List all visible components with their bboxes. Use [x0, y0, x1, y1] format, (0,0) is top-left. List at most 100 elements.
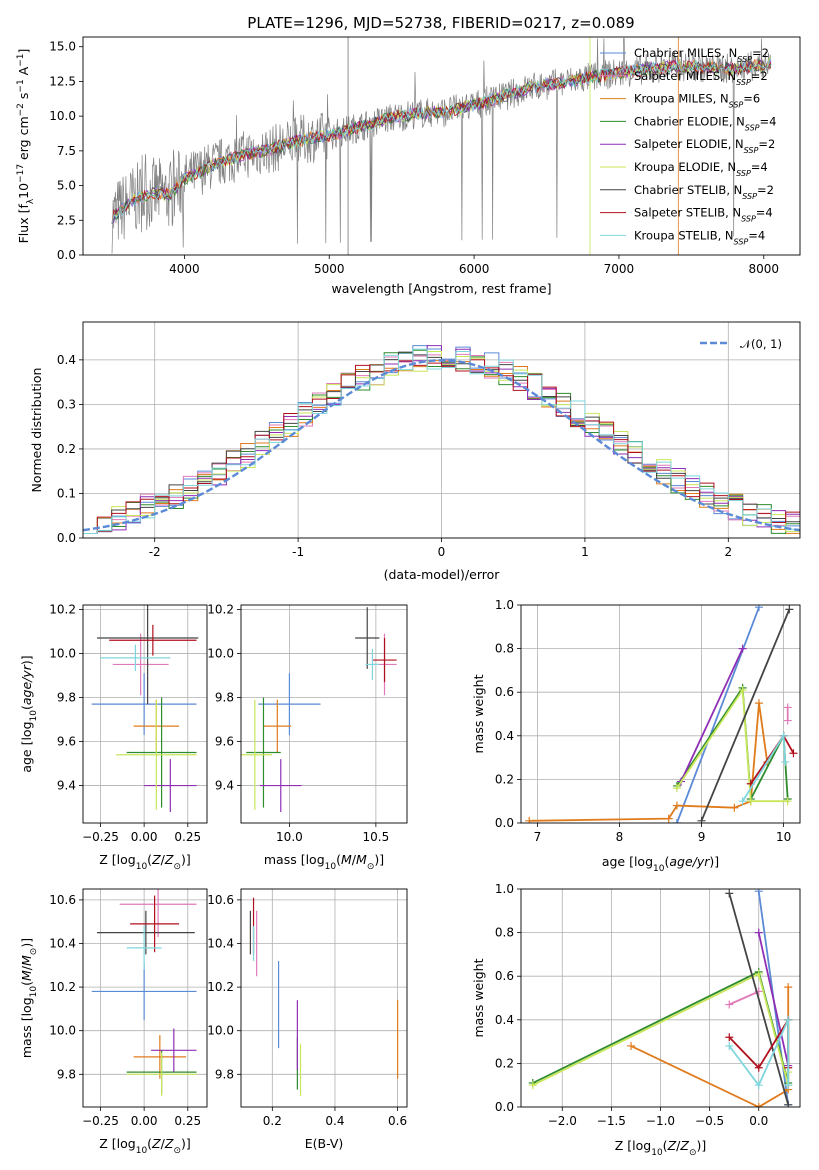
axes-frame	[82, 604, 208, 824]
y-tick-label: 9.8	[57, 1067, 76, 1081]
y-tick-label: 10.0	[207, 646, 234, 660]
y-tick-label: 9.8	[57, 690, 76, 704]
x-tick-label: -2	[149, 545, 161, 559]
weight-point-salpeter-elodie	[754, 928, 763, 937]
plot-area	[241, 605, 407, 823]
x-axis-label: Z [log10(Z/Z⊙)]	[99, 852, 191, 872]
spectrum-panel: 4000 5000 6000 7000 8000 0.0 2.5 5.0 7.5 10.0 12.5…	[16, 36, 801, 296]
x-tick-label: 7000	[604, 262, 635, 276]
weight-point-kroupa-stelib	[779, 731, 788, 740]
x-axis-label: age [log10(age/yr)]	[602, 854, 719, 874]
plot-area	[83, 889, 207, 1107]
weight-point-kroupa-miles	[672, 801, 681, 810]
x-tick-label: 0.25	[174, 1114, 201, 1128]
x-tick-label: -1	[292, 545, 304, 559]
weight-point-kroupa-miles	[525, 816, 534, 823]
weight-point-chabrier-stelib	[697, 816, 706, 823]
weight-point-salpeter-elodie	[738, 644, 747, 653]
weight-point-kroupa-elodie	[738, 686, 747, 695]
x-tick-label: 10.0	[276, 830, 303, 844]
axes: 7 8 9 10 0.0 0.2 0.4 0.6 0.8 1.0 age [log10(age/yr…	[471, 598, 801, 874]
weight-line-kroupa-elodie	[676, 687, 788, 803]
weight-point-salpeter-stelib	[789, 749, 798, 758]
y-tick-label: 9.8	[215, 1067, 234, 1081]
x-tick-label: 7	[534, 830, 542, 844]
weight-point-kroupa-stelib	[754, 1081, 763, 1090]
y-tick-label: 9.6	[57, 735, 76, 749]
x-axis-label: mass [log10(M/M⊙)]	[264, 852, 384, 872]
y-axis-label: mass [log10(M/M⊙)]	[19, 938, 39, 1058]
weight-point-salpeter-stelib	[754, 1063, 763, 1072]
y-tick-label: 12.5	[49, 74, 76, 88]
x-tick-label: −2.0	[548, 1114, 577, 1128]
y-tick-label: 0.0	[57, 248, 76, 262]
y-tick-label: 0.6	[495, 969, 514, 983]
x-axis-label: Z [log10(Z/Z⊙)]	[99, 1136, 191, 1156]
x-tick-label: 0.00	[131, 1114, 158, 1128]
weight-point-kroupa-elodie	[783, 797, 792, 806]
weight-point-kroupa-miles	[730, 803, 739, 812]
y-tick-label: 0.4	[57, 353, 76, 367]
axes: −0.25 0.00 0.25 9.8 10.0 10.2 10.4 10.6 Z [log10…	[19, 888, 208, 1156]
legend: Chabrier MILES, NSSP=2 Salpeter MILES, NS…	[600, 46, 776, 246]
plot-area	[111, 37, 772, 255]
x-tick-label: 10	[776, 830, 791, 844]
weight-point-salpeter-miles	[783, 703, 792, 712]
weight-point-chabrier-stelib	[725, 889, 734, 898]
weight-vs-age-panel: 7 8 9 10 0.0 0.2 0.4 0.6 0.8 1.0 age [log10(age/yr…	[471, 598, 801, 874]
age-vs-metallicity-panel: −0.25 0.00 0.25 9.4 9.6 9.8 10.0 10.2 Z [log10(Z…	[19, 602, 208, 872]
x-tick-label: 0.2	[263, 1114, 282, 1128]
y-tick-label: 5.0	[57, 179, 76, 193]
weight-line-kroupa-stelib	[728, 1019, 790, 1087]
axes-frame	[82, 36, 801, 256]
weight-point-kroupa-elodie	[746, 797, 755, 806]
weight-point-kroupa-stelib	[784, 1015, 793, 1024]
x-tick-label: 5000	[314, 262, 345, 276]
y-tick-label: 0.0	[57, 531, 76, 545]
x-axis-label: (data-model)/error	[384, 567, 501, 582]
axes: −0.25 0.00 0.25 9.4 9.6 9.8 10.0 10.2 Z [log10(Z…	[19, 602, 208, 872]
y-tick-label: 7.5	[57, 144, 76, 158]
y-tick-label: 2.5	[57, 213, 76, 227]
x-tick-label: 8000	[749, 262, 780, 276]
x-tick-label: 0.4	[325, 1114, 344, 1128]
y-tick-label: 10.2	[207, 602, 234, 616]
y-tick-label: 10.6	[49, 893, 76, 907]
legend-entry-normal: 𝒩(0, 1)	[740, 337, 782, 351]
mass-vs-metallicity-panel: −0.25 0.00 0.25 9.8 10.0 10.2 10.4 10.6 Z [log10…	[19, 888, 208, 1156]
axes: -2 -1 0 1 2 0.0 0.1 0.2 0.3 0.4 (data-model)/error…	[29, 321, 801, 582]
weight-point-kroupa-stelib	[781, 757, 790, 766]
weight-line-salpeter-miles	[728, 990, 760, 1006]
y-tick-label: 0.4	[495, 1013, 514, 1027]
weight-point-kroupa-miles	[664, 814, 673, 823]
x-tick-label: 0.0	[749, 1114, 768, 1128]
y-tick-label: 10.0	[207, 1024, 234, 1038]
axes-frame	[82, 321, 801, 539]
y-tick-label: 15.0	[49, 40, 76, 54]
x-axis-label: wavelength [Angstrom, rest frame]	[331, 281, 551, 296]
weight-point-chabrier-miles	[754, 889, 763, 896]
weight-vs-metallicity-panel: −2.0 −1.5 −1.0 −0.5 0.0 0.0 0.2 0.4 0.6 0.8 1.0 Z […	[471, 882, 801, 1158]
y-tick-label: 10.4	[49, 937, 76, 951]
y-tick-label: 0.8	[495, 926, 514, 940]
y-tick-label: 9.6	[215, 735, 234, 749]
legend-entry-kroupa-elodie: Kroupa ELODIE, NSSP=4	[634, 160, 768, 178]
residuals-panel: -2 -1 0 1 2 0.0 0.1 0.2 0.3 0.4 (data-model)/error…	[29, 321, 801, 582]
y-tick-label: 9.8	[215, 690, 234, 704]
mass-vs-ebv-panel: 0.2 0.4 0.6 9.8 10.0 10.2 10.4 10.6 E(B-V)	[207, 888, 408, 1151]
y-axis-label: age [log10(age/yr)]	[19, 655, 39, 772]
weight-point-kroupa-miles	[784, 983, 793, 992]
x-tick-label: 0.25	[174, 830, 201, 844]
axes: 10.0 10.5 9.4 9.6 9.8 10.0 10.2 mass [log10(M/M…	[207, 602, 408, 872]
y-tick-label: 10.0	[49, 109, 76, 123]
y-tick-label: 10.2	[49, 980, 76, 994]
weight-point-kroupa-stelib	[784, 1081, 793, 1090]
y-tick-label: 10.2	[207, 980, 234, 994]
x-tick-label: 0.00	[131, 830, 158, 844]
x-tick-label: 1	[581, 545, 589, 559]
model-fit-kroupa-stelib	[111, 58, 772, 224]
weight-line-salpeter-elodie	[680, 648, 744, 782]
weight-point-kroupa-elodie	[672, 784, 681, 793]
y-axis-label: Flux [fλ10−17 erg cm−2 s−1 A−1]	[16, 49, 36, 244]
y-axis-label: mass weight	[471, 674, 486, 753]
